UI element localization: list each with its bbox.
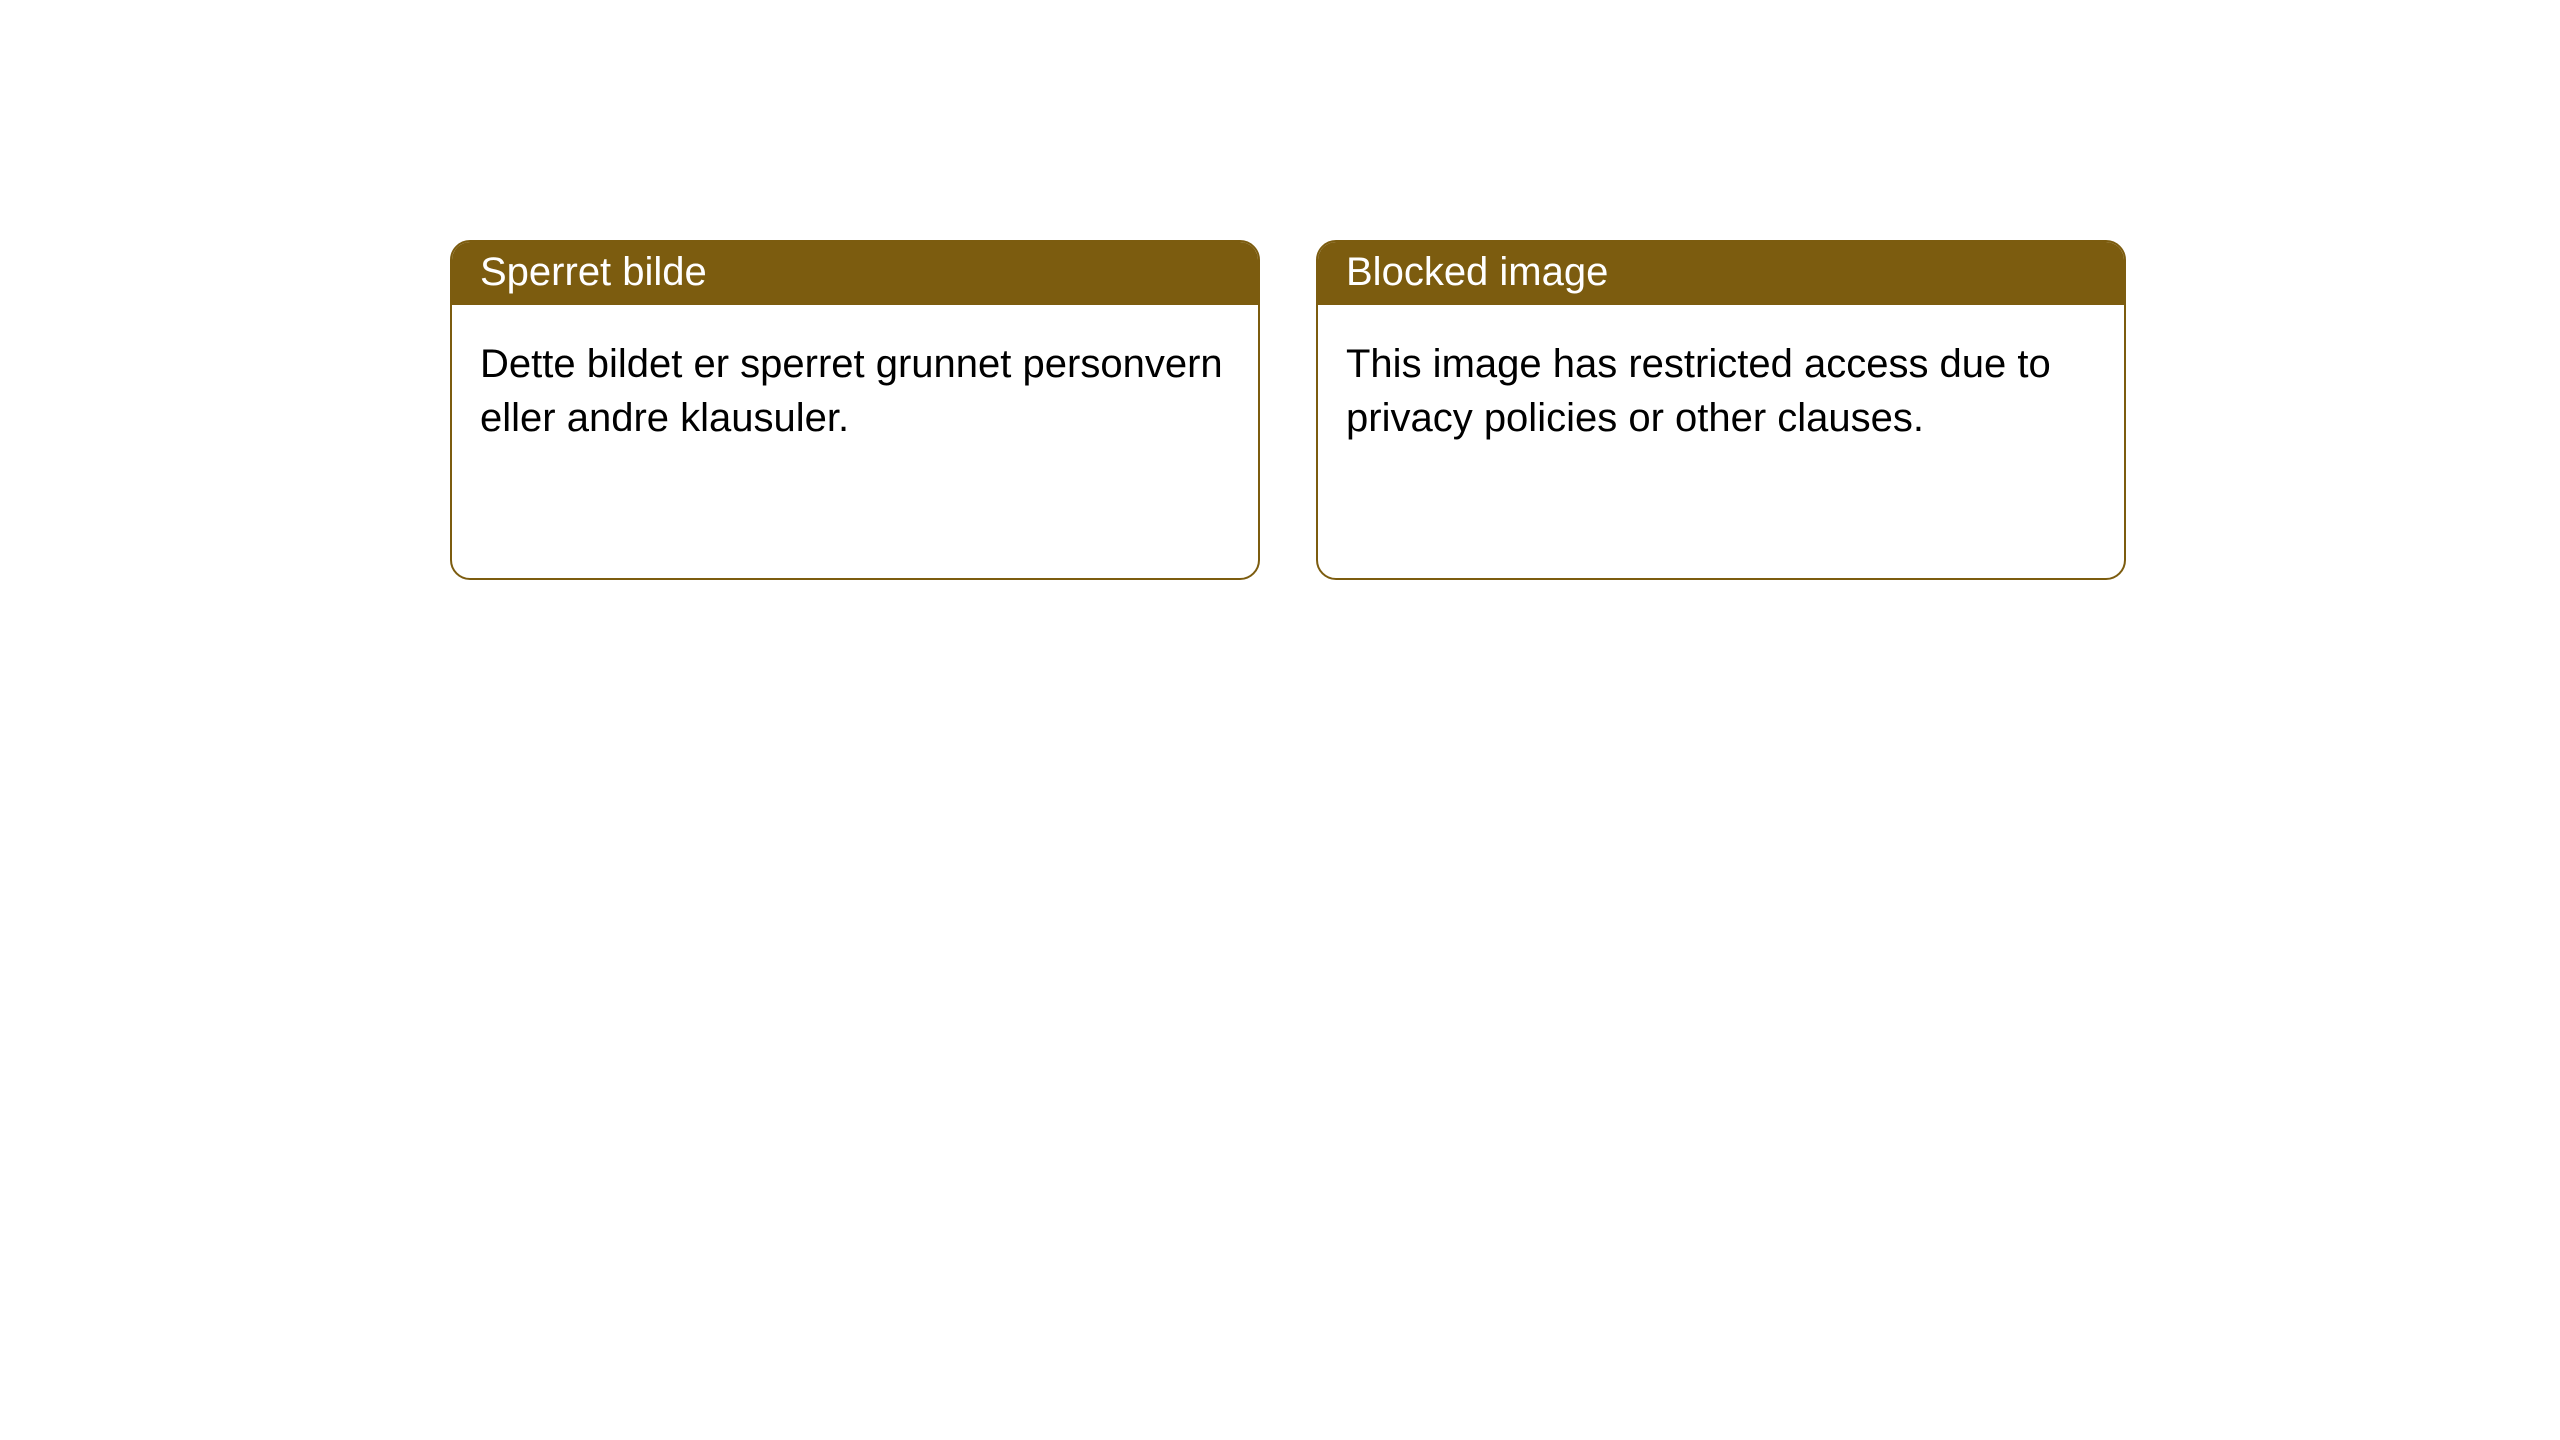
notice-body: This image has restricted access due to …	[1318, 305, 2124, 477]
notice-title: Blocked image	[1346, 250, 1608, 294]
notice-header: Blocked image	[1318, 242, 2124, 305]
notice-header: Sperret bilde	[452, 242, 1258, 305]
notice-body-text: This image has restricted access due to …	[1346, 342, 2051, 440]
notice-card-norwegian: Sperret bilde Dette bildet er sperret gr…	[450, 240, 1260, 580]
notice-card-english: Blocked image This image has restricted …	[1316, 240, 2126, 580]
notice-container: Sperret bilde Dette bildet er sperret gr…	[0, 0, 2560, 580]
notice-title: Sperret bilde	[480, 250, 707, 294]
notice-body: Dette bildet er sperret grunnet personve…	[452, 305, 1258, 477]
notice-body-text: Dette bildet er sperret grunnet personve…	[480, 342, 1223, 440]
